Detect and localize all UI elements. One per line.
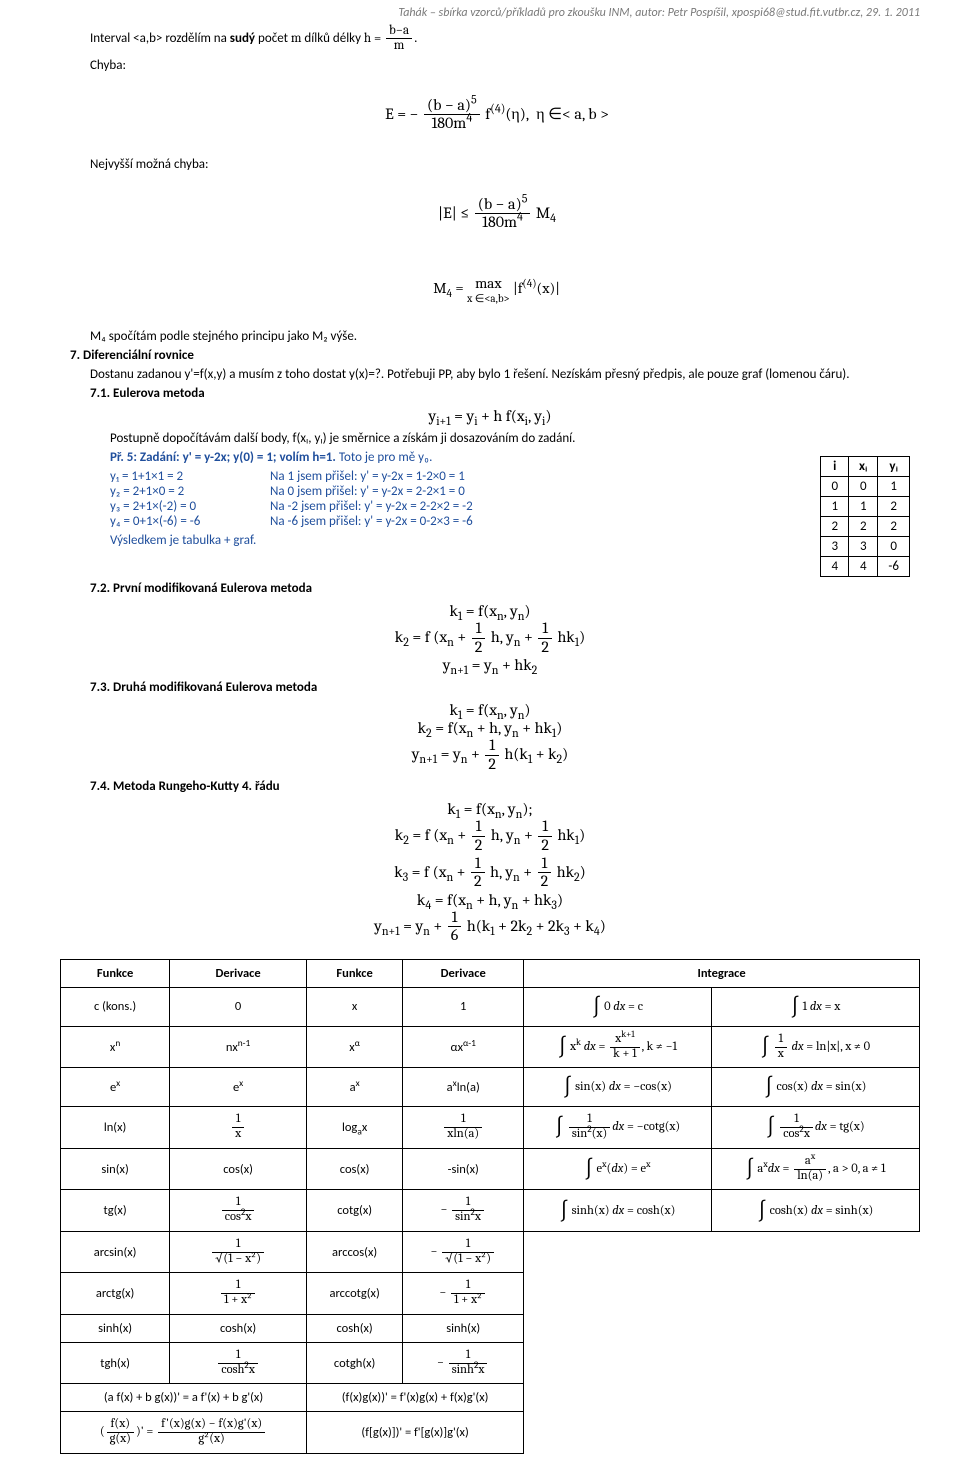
th: Derivace <box>170 959 307 987</box>
intro-line: Interval <a,b> rozdělím na sudý počet m … <box>90 24 920 54</box>
sec7-body: Dostanu zadanou y'=f(x,y) a musím z toho… <box>90 367 920 382</box>
th: yᵢ <box>878 456 910 476</box>
sec73-title: 7.3. Druhá modifikovaná Eulerova metoda <box>90 680 920 695</box>
table-row: tg(x)1cos2x cotg(x)− 1sin2x ∫ sinh(x) dx… <box>61 1190 920 1232</box>
sec72-formula: k1 = f(xn, yn) k2 = f (xn + 12 h, yn + 1… <box>60 602 920 674</box>
sec71-formula: yi+1 = yi + h f(xi, yi) <box>60 407 920 425</box>
sec74-formula: k1 = f(xn, yn); k2 = f (xn + 12 h, yn + … <box>60 800 920 945</box>
ex5-row: y₂ = 2+1×0 = 2Na 0 jsem přišel: y' = y-2… <box>110 484 820 499</box>
chyba-label: Chyba: <box>90 58 920 73</box>
ex5-result: Výsledkem je tabulka + graf. <box>110 533 920 548</box>
i-table-wrap: ixᵢyᵢ 001 112 222 330 44-6 <box>820 454 910 577</box>
nejvyssi-label: Nejvyšší možná chyba: <box>90 157 920 172</box>
table-row: arcsin(x)1√(1 − x²) arccos(x)− 1√(1 − x²… <box>61 1231 920 1273</box>
nejvyssi-f2: M4 = maxx ∈<a,b> |f(4)(x)| <box>60 256 920 323</box>
page: Tahák – sbírka vzorců/příkladů pro zkouš… <box>0 6 960 1484</box>
table-row: 222 <box>821 516 910 536</box>
table-row: sin(x)cos(x)cos(x)-sin(x) ∫ ex(dx) = ex … <box>61 1148 920 1190</box>
ex5-row: y₁ = 1+1×1 = 2Na 1 jsem přišel: y' = y-2… <box>110 469 820 484</box>
table-row: ln(x)1x logax1xln(a) ∫ 1sin2(x)dx = −cot… <box>61 1107 920 1149</box>
nejvyssi-f1: |E| ≤ (b − a)5180m4 M4 <box>60 178 920 250</box>
table-row: c (kons.)0x1 ∫ 0 dx = c ∫ 1 dx = x <box>61 987 920 1026</box>
page-header: Tahák – sbírka vzorců/příkladů pro zkouš… <box>60 6 920 20</box>
th: Funkce <box>61 959 170 987</box>
table-row: 330 <box>821 536 910 556</box>
th: xᵢ <box>849 456 878 476</box>
sec7-title: 7. Diferenciální rovnice <box>70 348 920 363</box>
table-row: 001 <box>821 476 910 496</box>
ex5-row: y₄ = 0+1×(-6) = -6Na -6 jsem přišel: y' … <box>110 514 820 529</box>
table-row: ixᵢyᵢ <box>821 456 910 476</box>
table-row: Funkce Derivace Funkce Derivace Integrac… <box>61 959 920 987</box>
table-row: exexaxaxln(a) ∫ sin(x) dx = −cos(x) ∫ co… <box>61 1068 920 1107</box>
th: Funkce <box>307 959 403 987</box>
table-row: xnnxn-1xααxα-1 ∫ xk dx = xk+1k + 1, k ≠ … <box>61 1026 920 1068</box>
sec71-title: 7.1. Eulerova metoda <box>90 386 920 401</box>
sec71-body: Postupně dopočítávám další body, f(xᵢ, y… <box>110 431 920 446</box>
ex5-title: Př. 5: Zadání: y' = y-2x; y(0) = 1; volí… <box>110 450 920 465</box>
sec74-title: 7.4. Metoda Rungeho-Kutty 4. řádu <box>90 779 920 794</box>
th: i <box>821 456 849 476</box>
th: Derivace <box>403 959 524 987</box>
ex5-row: y₃ = 2+1×(-2) = 0Na -2 jsem přišel: y' =… <box>110 499 820 514</box>
table-row: 44-6 <box>821 556 910 576</box>
i-table: ixᵢyᵢ 001 112 222 330 44-6 <box>820 456 910 577</box>
chyba-formula: E = − (b − a)5180m4 f(4)(η), η ∈< a, b > <box>60 79 920 151</box>
th: Integrace <box>524 959 920 987</box>
derivative-integral-table: Funkce Derivace Funkce Derivace Integrac… <box>60 959 920 1454</box>
sec72-title: 7.2. První modifikovaná Eulerova metoda <box>90 581 920 596</box>
m4-line: M₄ spočítám podle stejného principu jako… <box>90 329 920 344</box>
table-row: 112 <box>821 496 910 516</box>
sec73-formula: k1 = f(xn, yn) k2 = f(xn + h, yn + hk1) … <box>60 701 920 773</box>
